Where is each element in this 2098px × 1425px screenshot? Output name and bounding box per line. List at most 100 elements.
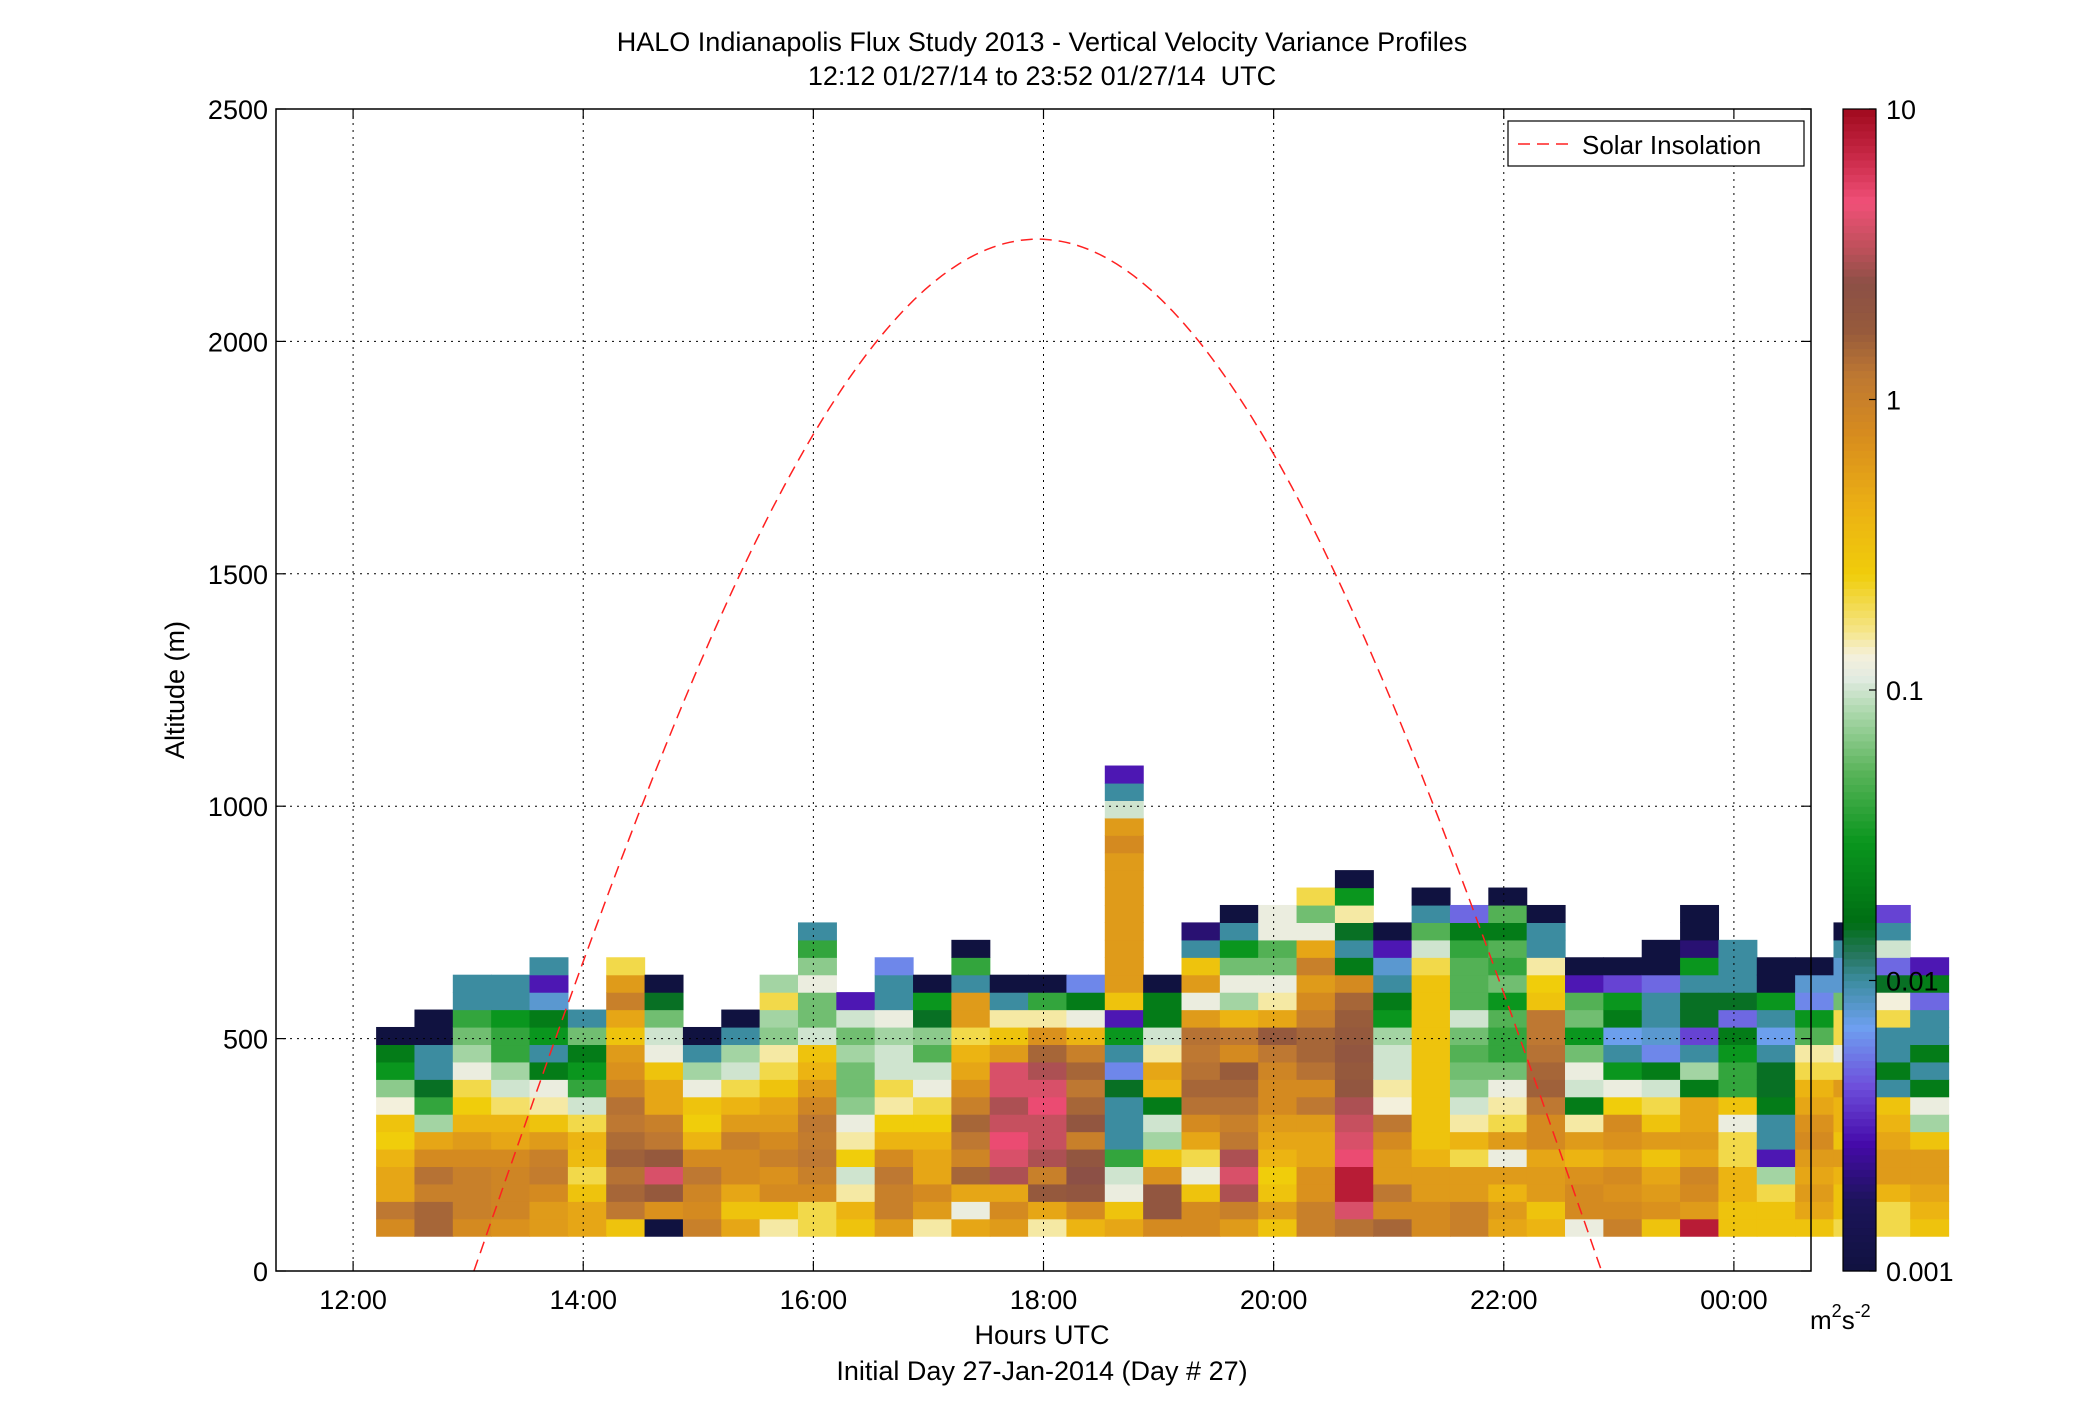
heatmap-cell [414, 1166, 454, 1185]
heatmap-cell [1411, 922, 1451, 941]
heatmap-cell [874, 1096, 914, 1115]
heatmap-cell [1411, 1096, 1451, 1115]
heatmap-cell [1411, 904, 1451, 923]
heatmap-cell [1718, 1079, 1758, 1098]
colorbar-segment [1843, 573, 1876, 582]
heatmap-cell [1143, 1218, 1183, 1237]
colorbar-segment [1843, 1060, 1876, 1069]
colorbar-segment [1843, 1220, 1876, 1229]
heatmap-cell [491, 1166, 531, 1185]
heatmap-cell [1104, 870, 1144, 889]
colorbar-segment [1843, 392, 1876, 401]
heatmap-cell [1258, 922, 1298, 941]
heatmap-cell [759, 974, 799, 993]
heatmap-cell [1680, 1009, 1720, 1028]
heatmap-cell [1181, 922, 1221, 941]
heatmap-cell [414, 1183, 454, 1202]
heatmap-cell [644, 1148, 684, 1168]
heatmap-cell [1910, 1079, 1950, 1098]
heatmap-cell [1104, 904, 1144, 923]
heatmap-cell [1219, 1131, 1259, 1150]
heatmap-cell [1756, 992, 1796, 1011]
heatmap-cell [491, 1148, 531, 1168]
heatmap-cell [1143, 1026, 1183, 1046]
colorbar-segment [1843, 530, 1876, 539]
colorbar-segment [1843, 1241, 1876, 1250]
heatmap-cell [1373, 957, 1413, 976]
heatmap-cell [376, 1148, 416, 1168]
heatmap-cell [1334, 1218, 1374, 1237]
heatmap-cell [874, 1009, 914, 1028]
heatmap-cell [682, 1166, 722, 1185]
heatmap-cell [1258, 1201, 1298, 1220]
heatmap-cell [1296, 887, 1336, 906]
colorbar-segment [1843, 1103, 1876, 1112]
heatmap-cell [797, 974, 837, 993]
heatmap-cell [682, 1044, 722, 1063]
heatmap-cell [491, 1131, 531, 1150]
heatmap-cell [1104, 852, 1144, 871]
heatmap-cell [836, 1009, 876, 1028]
heatmap-cell [1871, 904, 1911, 923]
heatmap-cell [1066, 1201, 1106, 1220]
colorbar-segment [1843, 116, 1876, 125]
colorbar-segment [1843, 784, 1876, 793]
heatmap-cell [376, 1044, 416, 1063]
heatmap-cell [1258, 1026, 1298, 1046]
colorbar-tick-label: 0.001 [1886, 1257, 1954, 1287]
heatmap-cell [1411, 939, 1451, 958]
heatmap-cell [836, 1044, 876, 1063]
x-tick-label: 22:00 [1470, 1285, 1538, 1315]
heatmap-cell [797, 1114, 837, 1133]
heatmap-cell [721, 1183, 761, 1202]
heatmap-cell [606, 974, 646, 993]
heatmap-cell [721, 1131, 761, 1150]
colorbar-segment [1843, 276, 1876, 284]
colorbar-segment [1843, 1118, 1876, 1127]
heatmap-cell [1334, 1044, 1374, 1063]
heatmap-cell [1641, 1201, 1681, 1220]
colorbar-segment [1843, 1205, 1876, 1214]
colorbar-segment [1843, 871, 1876, 880]
colorbar-segment [1843, 1140, 1876, 1149]
heatmap-cell [836, 1079, 876, 1098]
heatmap-cell [1680, 1131, 1720, 1150]
colorbar-segment [1843, 1183, 1876, 1192]
heatmap-cell [414, 1061, 454, 1080]
heatmap-cell [1565, 1166, 1604, 1185]
heatmap-cell [644, 1218, 684, 1237]
heatmap-cell [1910, 1218, 1950, 1237]
colorbar-segment [1843, 167, 1876, 175]
heatmap-cell [1871, 1183, 1911, 1202]
colorbar-segment [1843, 1002, 1876, 1011]
heatmap-cell [1526, 904, 1566, 923]
heatmap-cell [874, 1218, 914, 1237]
heatmap-cell [1680, 1201, 1720, 1220]
heatmap-cell [376, 1026, 416, 1046]
heatmap-cell [836, 1166, 876, 1185]
heatmap-cell [529, 1148, 569, 1168]
colorbar-segment [1843, 348, 1876, 357]
heatmap-cell [1756, 974, 1796, 993]
colorbar-segment [1843, 268, 1876, 277]
heatmap-cell [491, 1061, 531, 1080]
colorbar-segment [1843, 123, 1876, 132]
heatmap-cell [606, 1061, 646, 1080]
heatmap-cell [1449, 1009, 1489, 1028]
heatmap-cell [1680, 904, 1720, 923]
colorbar-segment [1843, 900, 1876, 909]
heatmap-cell [1296, 1131, 1336, 1150]
heatmap-cell [1603, 957, 1643, 976]
heatmap-cell [644, 1061, 684, 1080]
heatmap-cell [682, 1096, 722, 1115]
heatmap-cell [836, 1114, 876, 1133]
heatmap-cell [567, 1166, 607, 1185]
heatmap-cell [1219, 1044, 1259, 1063]
heatmap-cell [797, 1131, 837, 1150]
heatmap-cell [1373, 974, 1413, 993]
heatmap-cell [1028, 1026, 1068, 1046]
heatmap-cell [1411, 1148, 1451, 1168]
heatmap-cell [1143, 1096, 1183, 1115]
heatmap-cell [491, 1183, 531, 1202]
heatmap-cell [1871, 1114, 1911, 1133]
